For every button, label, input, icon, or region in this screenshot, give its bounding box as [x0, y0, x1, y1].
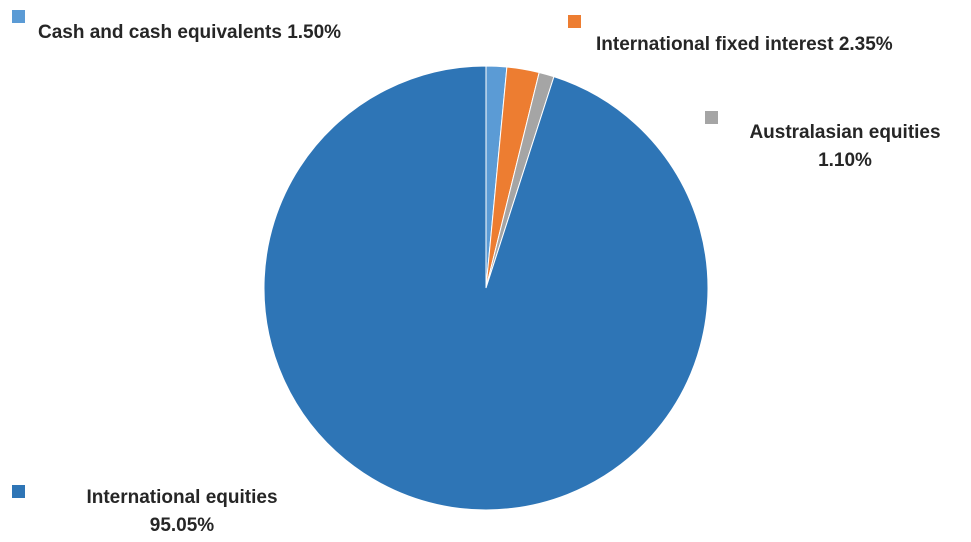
fixed-interest-marker [568, 15, 581, 28]
cash-label-value: 1.50% [287, 22, 341, 43]
australasian-marker [705, 111, 718, 124]
australasian-data-label: Australasian equities 1.10% [733, 119, 957, 175]
international-equities-label-name: International equities [62, 484, 302, 512]
australasian-label-name: Australasian equities [733, 119, 957, 147]
international-equities-label-value: 95.05% [62, 512, 302, 540]
cash-marker [12, 10, 25, 23]
international-equities-data-label: International equities 95.05% [62, 484, 302, 540]
international-equities-slice [264, 66, 708, 510]
cash-data-label: Cash and cash equivalents 1.50% [38, 19, 341, 47]
fixed-interest-data-label: International fixed interest 2.35% [596, 31, 893, 59]
australasian-label-value: 1.10% [733, 147, 957, 175]
fixed-interest-label-value: 2.35% [839, 34, 893, 55]
cash-label-name: Cash and cash equivalents [38, 22, 282, 43]
international-equities-marker [12, 485, 25, 498]
fixed-interest-label-name: International fixed interest [596, 34, 834, 55]
